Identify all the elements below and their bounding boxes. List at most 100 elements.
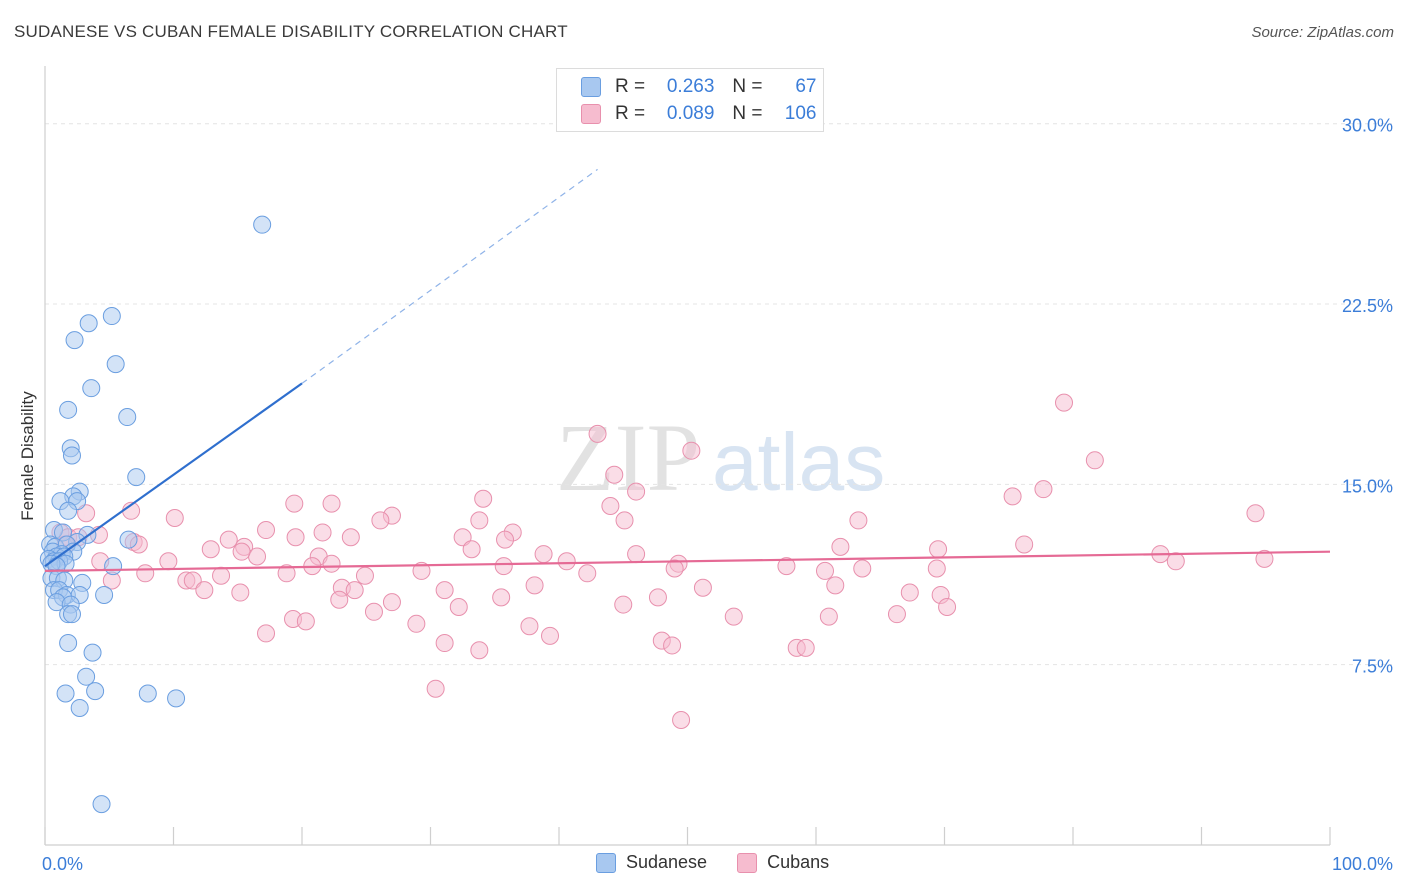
y-tick-label: 22.5% [1342, 296, 1393, 316]
cubans-point [777, 557, 796, 576]
r-label: R = [615, 76, 646, 97]
cubans-point [407, 614, 426, 633]
x-tick-label: 0.0% [42, 854, 83, 874]
cubans-point [815, 561, 834, 580]
cubans-point [257, 624, 276, 643]
cubans-point [136, 564, 155, 583]
y-tick-label: 7.5% [1352, 657, 1393, 677]
cubans-point [693, 578, 712, 597]
cubans-trend-line [44, 550, 1331, 573]
r-value: 0.263 [666, 76, 715, 97]
cubans-point [231, 583, 250, 602]
cubans-point [435, 581, 454, 600]
cubans-point [826, 576, 845, 595]
sudanese-point [65, 331, 84, 350]
cubans-point [313, 523, 332, 542]
cubans-point [615, 511, 634, 530]
cubans-point [426, 679, 445, 698]
cubans-point [1166, 552, 1185, 571]
cubans-point [796, 638, 815, 657]
cubans-point [1246, 504, 1265, 523]
chart-title: SUDANESE VS CUBAN FEMALE DISABILITY CORR… [14, 22, 568, 41]
cubans-point [849, 511, 868, 530]
sudanese-point [106, 355, 125, 374]
r-value: 0.089 [666, 103, 715, 124]
cubans-point [627, 545, 646, 564]
cubans-point [496, 530, 515, 549]
cubans-point [195, 581, 214, 600]
cubans-point [588, 424, 607, 443]
sudanese-point [138, 684, 157, 703]
legend-row-sudanese: R = 0.263 N = 67 [581, 75, 817, 99]
sudanese-point [70, 698, 89, 717]
cubans-point [492, 588, 511, 607]
sudanese-point [56, 684, 75, 703]
cubans-point [453, 528, 472, 547]
cubans-point [382, 593, 401, 612]
sudanese-point [92, 795, 111, 814]
cubans-point [900, 583, 919, 602]
r-label: R = [615, 103, 646, 124]
cubans-point [927, 559, 946, 578]
y-tick-label: 15.0% [1342, 476, 1393, 496]
sudanese-point [59, 400, 78, 419]
cubans-point [525, 576, 544, 595]
sudanese-point [104, 557, 123, 576]
cubans-point [831, 537, 850, 556]
cubans-point [364, 602, 383, 621]
cubans-point [212, 566, 231, 585]
cubans-point [277, 564, 296, 583]
cubans-point [371, 511, 390, 530]
cubans-point [520, 617, 539, 636]
n-value: 67 [795, 76, 817, 97]
cubans-point [887, 605, 906, 624]
cubans-point [412, 561, 431, 580]
cubans-point [534, 545, 553, 564]
cubans-point [663, 636, 682, 655]
cubans-point [470, 641, 489, 660]
cubans-point [355, 566, 374, 585]
cubans-point [341, 528, 360, 547]
sudanese-point [59, 634, 78, 653]
sudanese-swatch [581, 77, 601, 97]
cubans-point [494, 557, 513, 576]
cubans-point [296, 612, 315, 631]
cubans-point [578, 564, 597, 583]
tick-labels: 7.5% 15.0% 22.5% 30.0% 0.0% 100.0% [42, 116, 1393, 874]
sudanese-point [82, 379, 101, 398]
sudanese-trend-line [44, 382, 303, 567]
sudanese-legend-swatch [596, 852, 616, 873]
source-label: Source: ZipAtlas.com [1251, 24, 1394, 41]
cubans-point [627, 482, 646, 501]
n-label: N = [732, 76, 763, 97]
legend-row-cubans: R = 0.089 N = 106 [581, 102, 817, 126]
cubans-legend-label: Cubans [767, 852, 830, 872]
sudanese-point [86, 682, 105, 701]
cubans-point [682, 441, 701, 460]
cubans-point [435, 634, 454, 653]
cubans-point [1034, 480, 1053, 499]
cubans-point [201, 540, 220, 559]
cubans-point [248, 547, 267, 566]
cubans-point [601, 496, 620, 515]
cubans-point [665, 559, 684, 578]
cubans-point [724, 607, 743, 626]
sudanese-point [119, 530, 138, 549]
cubans-point [1255, 549, 1274, 568]
cubans-point [541, 626, 560, 645]
cubans-point [1003, 487, 1022, 506]
cubans-point [286, 528, 305, 547]
cubans-point [77, 504, 96, 523]
sudanese-points [39, 215, 272, 814]
cubans-point [462, 540, 481, 559]
cubans-point [159, 552, 178, 571]
sudanese-point [59, 501, 78, 520]
cubans-point [557, 552, 576, 571]
cubans-point [470, 511, 489, 530]
cubans-point [345, 581, 364, 600]
sudanese-point [253, 215, 272, 234]
cubans-point [322, 494, 341, 513]
cubans-point [449, 597, 468, 616]
cubans-point [1085, 451, 1104, 470]
